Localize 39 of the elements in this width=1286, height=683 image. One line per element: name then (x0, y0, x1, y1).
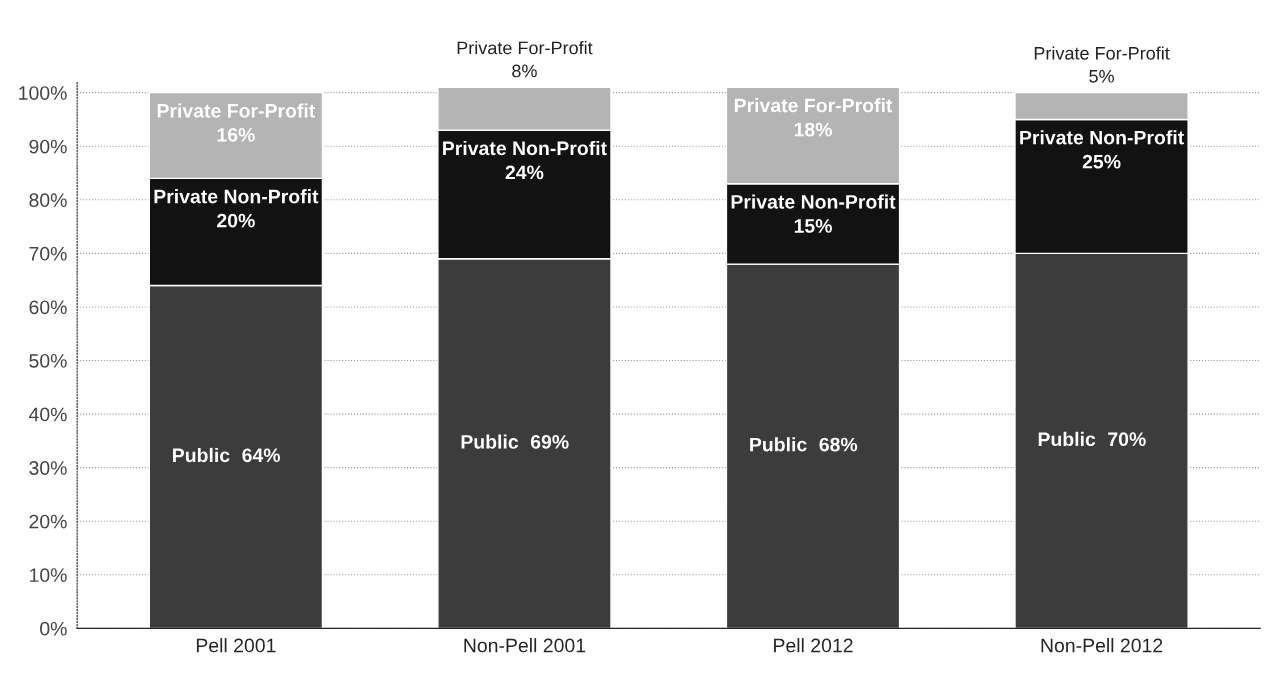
series-label: Public (173, 447, 230, 463)
text: Public (750, 437, 807, 452)
y-tick-label: 30% (29, 461, 67, 475)
y-tick-label: 50% (29, 353, 67, 368)
text: Private Non-Profit (1020, 130, 1184, 145)
y-tick-label: 40% (28, 407, 67, 422)
y-tick-label: 80% (29, 193, 67, 208)
x-tick-label: Non-Pell 2012 (1041, 638, 1163, 653)
text: Private Non-Profit (443, 140, 607, 156)
data-label: 15% (794, 219, 832, 233)
x-tick-label: Non-Pell 2001 (464, 638, 586, 653)
y-tick-label: 60% (29, 300, 67, 315)
x-tick-label: Pell 2012 (774, 638, 853, 653)
data-label: 64% (242, 448, 281, 463)
data-label: 70% (1108, 432, 1146, 447)
series-label: Private For-Profit (157, 103, 316, 118)
y-tick-label: 100% (19, 86, 67, 100)
data-label: 18% (794, 122, 832, 137)
y-tick-label: 10% (30, 568, 67, 583)
text: Private For-Profit (1034, 46, 1170, 60)
data-label: 68% (819, 437, 858, 452)
text: Public (1038, 431, 1096, 447)
data-label: 5% (1089, 69, 1114, 83)
series-label: Private Non-Profit (154, 189, 319, 204)
data-label: 8% (512, 64, 537, 78)
text: Private Non-Profit (731, 194, 896, 209)
y-tick-label: 20% (29, 514, 67, 529)
data-label: 25% (1082, 154, 1121, 169)
y-tick-label: 70% (29, 246, 67, 261)
data-label: 69% (530, 435, 569, 449)
x-tick-label: Pell 2001 (196, 638, 276, 653)
text: Public (461, 434, 519, 449)
data-label: 20% (217, 213, 255, 228)
text: Private For-Profit (457, 41, 593, 55)
y-tick-label: 90% (29, 139, 67, 154)
data-label: 24% (505, 165, 544, 180)
text: Private For-Profit (734, 98, 893, 113)
y-tick-label: 0% (40, 621, 67, 636)
data-label: 16% (217, 128, 255, 142)
